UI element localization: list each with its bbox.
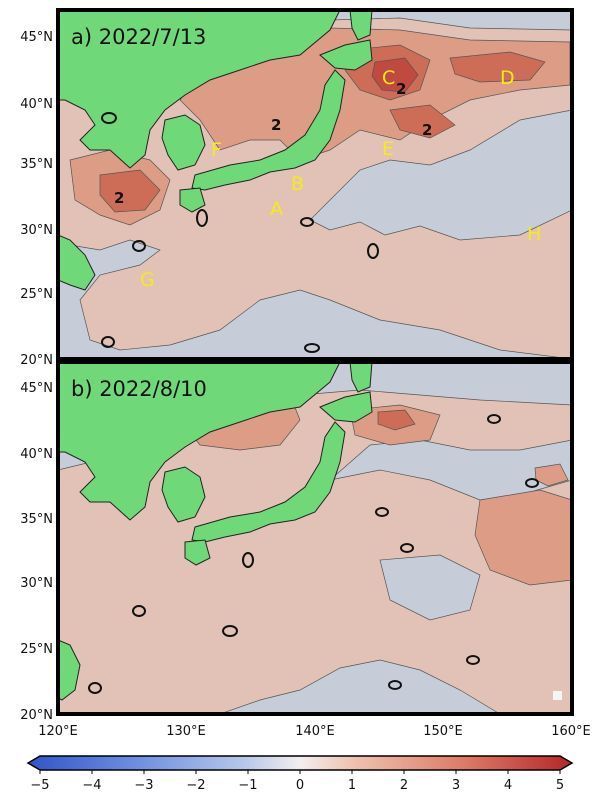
lat-tick-label: 25°N (20, 642, 53, 657)
lon-tick-label: 160°E (551, 724, 591, 739)
colorbar-tick-label: −5 (30, 778, 49, 793)
panel-b-warm-region (474, 489, 572, 586)
marker-d: D (500, 67, 515, 89)
colorbar-tick-label: −2 (186, 778, 205, 793)
panel-b-white-marker (553, 691, 562, 700)
lat-tick-label: 35°N (20, 512, 53, 527)
panel-b-land-korea (161, 466, 206, 523)
panel-b-contours (88, 414, 539, 694)
lat-tick-label: 45°N (20, 381, 53, 396)
panel-b-land-japan (319, 391, 373, 423)
lat-tick-label: 35°N (20, 157, 53, 172)
colorbar-ticks: −5 −4 −3 −2 −1 0 1 2 3 4 5 (30, 770, 564, 793)
panel-a-land-japan (191, 69, 346, 191)
colorbar-tick-label: 5 (556, 778, 564, 793)
lat-tick-label: 45°N (20, 30, 53, 45)
colorbar-tick-label: 1 (348, 778, 356, 793)
colorbar-bar (26, 755, 574, 771)
marker-g: G (140, 269, 155, 291)
colorbar-tick-label: 4 (504, 778, 512, 793)
contour-label: 2 (114, 189, 124, 207)
lon-tick-label: 150°E (423, 724, 463, 739)
panel-b-frame (56, 360, 574, 716)
marker-a: A (270, 198, 283, 220)
lat-tick-label: 30°N (20, 576, 53, 591)
marker-b: B (291, 173, 304, 195)
panel-a-warm-region (99, 169, 161, 213)
lat-tick-label: 25°N (20, 287, 53, 302)
colorbar: −5 −4 −3 −2 −1 0 1 2 3 4 5 (26, 755, 574, 793)
panel-a-warm-region (389, 104, 456, 139)
lon-tick-label: 120°E (38, 724, 78, 739)
panel-b-lat-axis: 45°N 40°N 35°N 30°N 25°N 20°N (20, 381, 53, 723)
panel-a-land-japan (319, 39, 373, 71)
panel-a-frame (56, 8, 574, 361)
panel-a-map: 2 2 2 2 A B C D E F G H (58, 10, 572, 359)
panel-a-lat-axis: 45°N 40°N 35°N 30°N 25°N 20°N (20, 30, 53, 368)
marker-e: E (382, 138, 394, 160)
lon-tick-label: 130°E (166, 724, 206, 739)
colorbar-tick-label: 0 (296, 778, 304, 793)
panel-a-land-japan (179, 187, 206, 213)
panel-b-land-sakhalin (349, 362, 373, 393)
colorbar-tick-label: 3 (452, 778, 460, 793)
panel-b-land-asia (58, 362, 341, 521)
colorbar-tick-label: 2 (400, 778, 408, 793)
panel-a-label: a) 2022/7/13 (71, 25, 206, 49)
colorbar-tick-label: −4 (82, 778, 101, 793)
panel-a-land-sakhalin (349, 10, 373, 41)
lat-tick-label: 40°N (20, 447, 53, 462)
colorbar-tick-label: −3 (134, 778, 153, 793)
marker-f: F (211, 139, 222, 161)
lat-tick-label: 40°N (20, 97, 53, 112)
panel-b-label: b) 2022/8/10 (71, 377, 207, 401)
panel-b-map (58, 362, 572, 714)
lat-tick-label: 20°N (20, 708, 53, 723)
lon-axis: 120°E 130°E 140°E 150°E 160°E (38, 724, 591, 739)
panel-a-land-asia (58, 10, 341, 169)
lat-tick-label: 30°N (20, 223, 53, 238)
marker-c: C (382, 67, 395, 89)
colorbar-tick-label: −1 (238, 778, 257, 793)
lon-tick-label: 140°E (295, 724, 335, 739)
panel-a-warm-region (371, 57, 419, 93)
panel-b-warm-region (534, 463, 569, 487)
marker-h: H (527, 223, 541, 245)
panel-b-land-asia (58, 639, 81, 701)
contour-label: 2 (271, 116, 281, 134)
contour-label: 2 (422, 121, 432, 139)
panel-a-land-korea (161, 114, 206, 171)
panel-b-land-japan (191, 421, 346, 543)
panel-b-warm-region (377, 409, 416, 431)
lat-tick-label: 20°N (20, 353, 53, 368)
contour-label: 2 (396, 80, 406, 98)
panel-b-land-japan (184, 539, 211, 566)
panel-a-contours (101, 112, 379, 353)
panel-b-cool-region (379, 554, 481, 621)
panel-a-warm-region (449, 51, 546, 83)
